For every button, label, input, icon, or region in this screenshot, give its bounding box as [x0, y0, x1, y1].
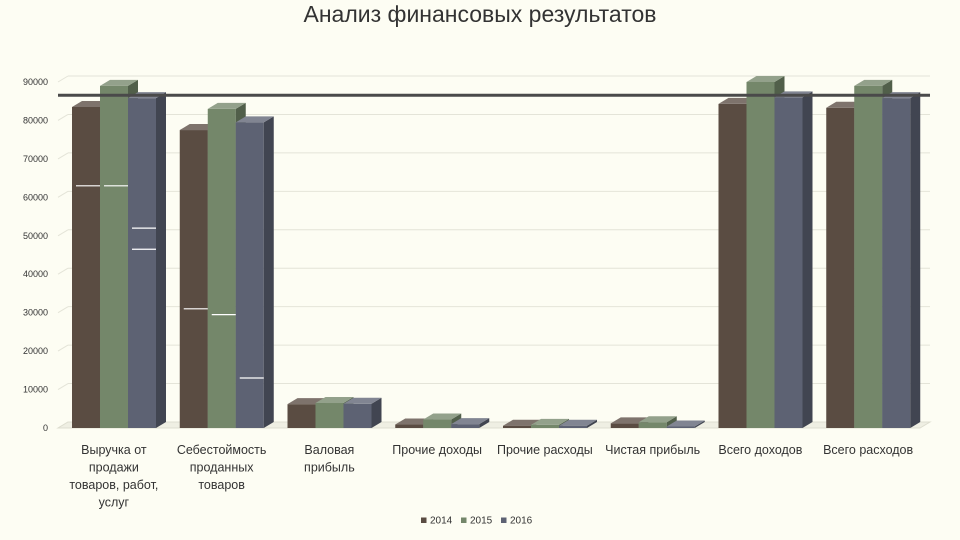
bar-front	[559, 425, 587, 428]
legend-label: 2016	[510, 516, 533, 527]
bar-side	[802, 91, 813, 428]
x-category-label: Чистая прибыль	[605, 443, 700, 457]
bar-front	[179, 130, 208, 429]
y-tick-label: 40000	[23, 269, 48, 279]
bar-top	[451, 418, 490, 425]
y-tick-label: 20000	[23, 346, 48, 356]
y-tick-label: 0	[43, 423, 48, 433]
bar-side	[371, 397, 382, 428]
gridline-depth	[57, 114, 69, 121]
legend-swatch	[421, 517, 427, 523]
x-category-label: Валовая прибыль	[304, 443, 355, 475]
gridline-depth	[57, 267, 69, 275]
bar-front	[395, 424, 424, 428]
bar-top	[666, 420, 705, 427]
bar-top	[207, 102, 246, 109]
y-tick-label: 90000	[23, 77, 48, 87]
gridline-depth	[57, 190, 69, 198]
bar-front	[72, 106, 100, 428]
bar-front	[451, 424, 480, 428]
bar-top	[531, 418, 569, 425]
bar-top	[854, 79, 893, 86]
y-tick-label: 10000	[23, 385, 48, 395]
x-category-label: Прочие доходы	[392, 443, 482, 457]
bar-top	[315, 397, 354, 404]
legend-label: 2015	[470, 516, 493, 527]
bar-top	[343, 397, 382, 404]
y-tick-label: 80000	[23, 115, 48, 125]
bar-front	[882, 98, 911, 428]
x-category-label: Себестоймость проданных товаров	[177, 443, 267, 492]
bar-front	[287, 404, 316, 428]
bar-front	[666, 426, 695, 428]
bar-front	[207, 108, 236, 429]
x-category-label: Всего доходов	[718, 443, 802, 457]
bar-front	[826, 107, 855, 428]
bar-top	[503, 419, 541, 426]
bar-front	[343, 403, 372, 428]
bar-top	[423, 413, 462, 420]
bar-top	[559, 419, 597, 426]
legend-label: 2014	[430, 516, 453, 527]
x-category-label: Прочие расходы	[497, 443, 593, 457]
chart-title: Анализ финансовых результатов	[303, 1, 657, 27]
bar-front	[128, 98, 156, 428]
bar-front	[503, 425, 531, 428]
y-tick-label: 50000	[23, 231, 48, 241]
gridline-depth	[57, 306, 69, 314]
gridline-depth	[57, 152, 69, 160]
x-category-label: Всего расходов	[823, 443, 913, 457]
y-tick-label: 60000	[23, 192, 48, 202]
bar-front	[315, 403, 344, 428]
y-tick-label: 30000	[23, 308, 48, 318]
bar-top	[235, 116, 274, 123]
gridline-depth	[57, 75, 69, 83]
bar-top	[100, 79, 138, 86]
bar-front	[746, 82, 775, 428]
bar-front	[774, 97, 803, 428]
legend-swatch	[501, 517, 507, 523]
legend-swatch	[461, 517, 467, 523]
bar-side	[156, 92, 166, 428]
bar-top	[638, 416, 677, 423]
bar-front	[531, 424, 559, 428]
bar-side	[694, 420, 705, 428]
x-category-label: Выручка от продажи товаров, работ, услуг	[69, 443, 158, 510]
bar-front	[423, 419, 452, 428]
bar-front	[718, 103, 747, 428]
bar-top	[610, 417, 649, 424]
gridline-depth	[57, 229, 69, 237]
y-tick-label: 70000	[23, 154, 48, 164]
bar-side	[479, 418, 490, 428]
bar-top	[287, 398, 326, 405]
bar-side	[263, 116, 274, 428]
bar-front	[610, 423, 639, 428]
bar-side	[587, 419, 597, 428]
bar-front	[854, 85, 883, 428]
bar-front	[638, 422, 667, 428]
bar-front	[100, 85, 128, 428]
gridline-depth	[57, 383, 69, 390]
gridline-depth	[57, 344, 69, 352]
bar-top	[746, 76, 785, 82]
bar-front	[235, 122, 264, 428]
bar-side	[910, 92, 921, 428]
